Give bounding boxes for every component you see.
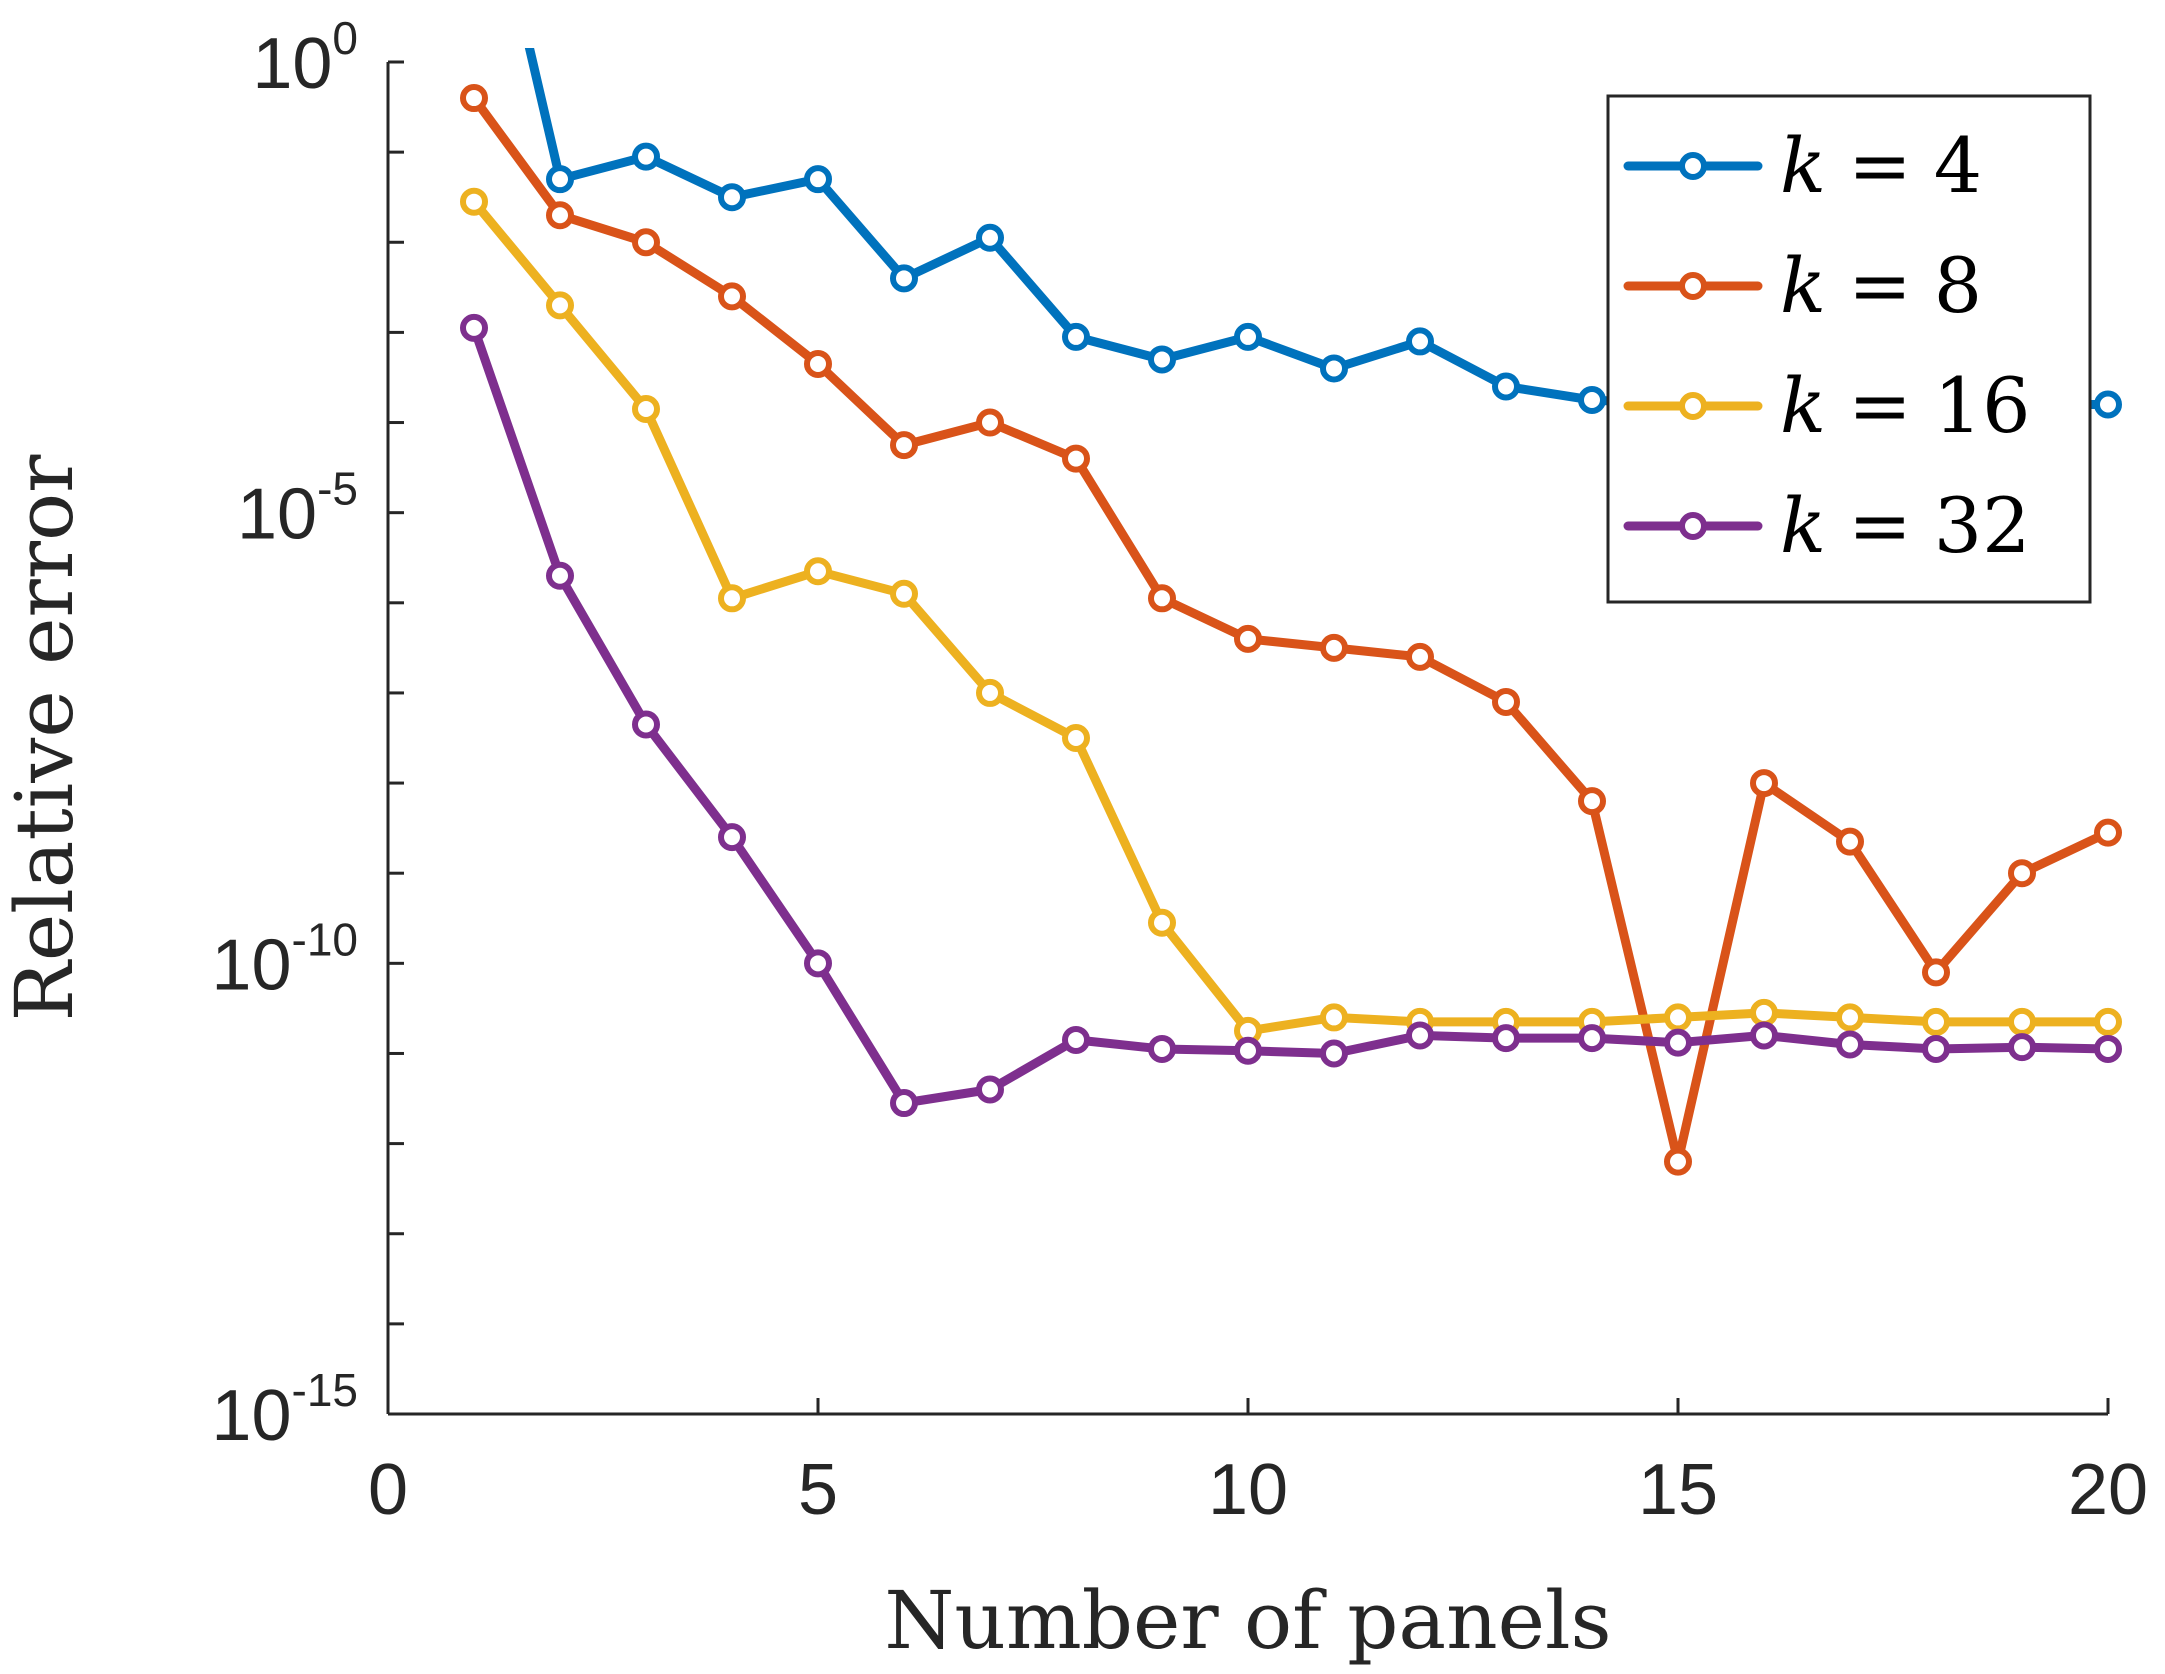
y-axis-title: Relative error bbox=[0, 454, 91, 1022]
data-point bbox=[1836, 1003, 1864, 1032]
data-point bbox=[1062, 444, 1090, 473]
data-point bbox=[1234, 322, 1262, 351]
data-point bbox=[1062, 322, 1090, 351]
data-point bbox=[804, 949, 832, 978]
data-point bbox=[1836, 827, 1864, 856]
data-point bbox=[718, 282, 746, 311]
data-point bbox=[976, 408, 1004, 437]
data-point bbox=[1922, 958, 1950, 987]
legend-swatch-marker bbox=[1679, 392, 1707, 420]
data-point bbox=[1406, 327, 1434, 356]
data-point bbox=[1320, 354, 1348, 383]
series-line-2 bbox=[469, 93, 2113, 1167]
data-point bbox=[976, 1075, 1004, 1104]
data-point bbox=[1320, 1003, 1348, 1032]
data-point bbox=[632, 228, 660, 257]
legend-label: k = 8 bbox=[1780, 241, 1982, 330]
y-tick-label: 10-15 bbox=[211, 1364, 358, 1456]
data-point bbox=[804, 557, 832, 586]
data-point bbox=[976, 678, 1004, 707]
data-point bbox=[890, 431, 918, 460]
data-point bbox=[804, 349, 832, 378]
data-point bbox=[1148, 345, 1176, 374]
data-point bbox=[2008, 1007, 2036, 1036]
data-point bbox=[546, 291, 574, 320]
data-point bbox=[1836, 1030, 1864, 1059]
data-point bbox=[546, 165, 574, 194]
x-axis-title: Number of panels bbox=[884, 1574, 1611, 1667]
y-tick-label: 10-5 bbox=[237, 463, 358, 555]
data-point bbox=[1750, 1021, 1778, 1050]
data-point bbox=[1320, 1039, 1348, 1068]
ticks: 0 5 10 15 20 100 10-5 10-10 10-15 bbox=[211, 12, 2148, 1530]
data-point bbox=[1492, 1024, 1520, 1053]
y-tick-label: 100 bbox=[252, 12, 358, 104]
data-point bbox=[632, 142, 660, 171]
data-point bbox=[1750, 769, 1778, 798]
x-tick-label: 0 bbox=[368, 1450, 408, 1530]
data-point bbox=[890, 264, 918, 293]
data-point bbox=[1492, 687, 1520, 716]
data-point bbox=[718, 183, 746, 212]
data-point bbox=[1578, 1024, 1606, 1053]
data-point bbox=[1148, 584, 1176, 613]
data-point bbox=[1320, 633, 1348, 662]
data-point bbox=[1406, 1021, 1434, 1050]
data-point bbox=[1148, 1034, 1176, 1063]
x-tick-label: 15 bbox=[1638, 1450, 1718, 1530]
data-point bbox=[804, 165, 832, 194]
data-point bbox=[1062, 724, 1090, 752]
data-point bbox=[460, 187, 488, 216]
series-group bbox=[460, 48, 2122, 1176]
data-point bbox=[632, 710, 660, 739]
data-point bbox=[632, 395, 660, 424]
data-point bbox=[460, 313, 488, 342]
data-point bbox=[1750, 998, 1778, 1027]
x-tick-label: 10 bbox=[1208, 1450, 1288, 1530]
legend-label: k = 32 bbox=[1780, 481, 2030, 570]
series-line-3 bbox=[469, 197, 2113, 1036]
data-point bbox=[1234, 1036, 1262, 1065]
data-point bbox=[1062, 1025, 1090, 1054]
data-point bbox=[1578, 386, 1606, 414]
data-point bbox=[1578, 787, 1606, 816]
y-tick-label: 10-10 bbox=[211, 913, 358, 1005]
legend: k = 4 k = 8 k = 16 k = 32 bbox=[1606, 94, 2092, 604]
data-point bbox=[1664, 1003, 1692, 1032]
data-point bbox=[2094, 1007, 2122, 1036]
legend-label: k = 4 bbox=[1780, 121, 1982, 210]
plot-area bbox=[460, 48, 2122, 1176]
data-point bbox=[2094, 390, 2122, 419]
data-point bbox=[718, 823, 746, 852]
legend-label: k = 16 bbox=[1780, 361, 2030, 450]
data-point bbox=[546, 201, 574, 230]
data-point bbox=[890, 579, 918, 608]
data-point bbox=[2008, 1033, 2036, 1062]
series-line-4 bbox=[469, 323, 2113, 1108]
data-point bbox=[460, 84, 488, 113]
x-tick-label: 5 bbox=[798, 1450, 838, 1530]
legend-swatch-marker bbox=[1679, 152, 1707, 180]
legend-swatch-marker bbox=[1679, 512, 1707, 540]
data-point bbox=[1664, 1147, 1692, 1176]
legend-swatch-marker bbox=[1679, 272, 1707, 300]
x-tick-label: 20 bbox=[2068, 1450, 2148, 1530]
data-point bbox=[1148, 908, 1176, 937]
data-point bbox=[2094, 818, 2122, 847]
data-point bbox=[1492, 372, 1520, 401]
data-point bbox=[1234, 624, 1262, 653]
data-point bbox=[1406, 642, 1434, 671]
data-point bbox=[2008, 859, 2036, 888]
data-point bbox=[718, 584, 746, 613]
data-point bbox=[1664, 1028, 1692, 1057]
data-point bbox=[546, 561, 574, 590]
data-point bbox=[1922, 1007, 1950, 1036]
data-point bbox=[890, 1089, 918, 1118]
data-point bbox=[2094, 1034, 2122, 1063]
data-point bbox=[976, 223, 1004, 252]
data-point bbox=[1922, 1034, 1950, 1063]
